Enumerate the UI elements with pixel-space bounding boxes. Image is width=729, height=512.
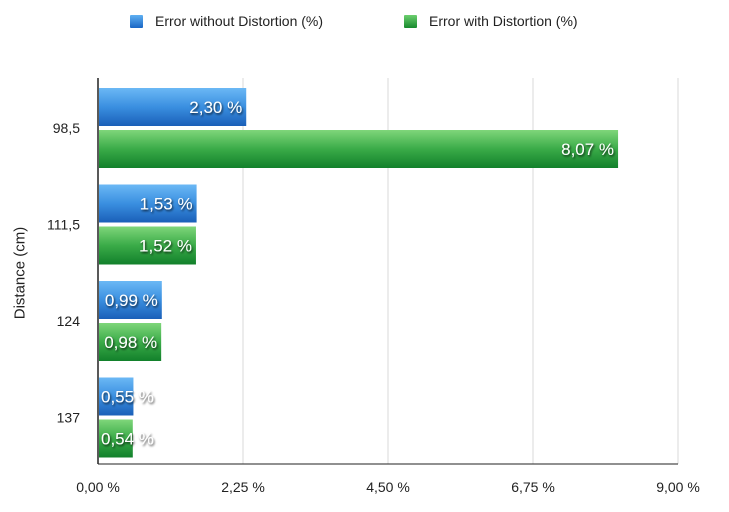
bar-without-distortion	[99, 88, 247, 126]
bar-with-distortion	[99, 226, 196, 265]
legend-swatch-without	[130, 14, 143, 28]
bar-with-distortion	[99, 130, 619, 168]
bar-value-label: 2,30 %	[189, 98, 242, 117]
bar-value-label: 0,98 %	[104, 333, 157, 352]
legend-label-with: Error with Distortion (%)	[429, 13, 578, 29]
x-tick-label: 6,75 %	[511, 479, 555, 495]
bar-with-distortion	[99, 419, 133, 458]
y-tick-label: 137	[57, 410, 81, 426]
x-tick-label: 4,50 %	[366, 479, 410, 495]
x-tick-label: 2,25 %	[221, 479, 265, 495]
bar-value-label: 1,52 %	[139, 237, 192, 256]
bar-value-label: 0,55 %	[101, 388, 154, 407]
y-tick-label: 98,5	[53, 120, 80, 136]
legend-swatch-with	[404, 14, 417, 28]
y-tick-label: 124	[57, 313, 81, 329]
legend-item-with: Error with Distortion (%)	[404, 11, 578, 31]
legend-label-without: Error without Distortion (%)	[155, 13, 324, 29]
bar-value-label: 8,07 %	[561, 140, 614, 159]
bar-value-label: 0,99 %	[105, 291, 158, 310]
bar-value-label: 0,54 %	[101, 430, 154, 449]
bar-labels: 2,30 % 8,07 % 1,53 % 1,52 % 0,99 % 0,98 % 0,55…	[101, 98, 614, 449]
bar-without-distortion	[99, 377, 134, 416]
y-tick-label: 111,5	[47, 217, 80, 233]
bar-without-distortion	[99, 281, 162, 319]
x-tick-label: 9,00 %	[656, 479, 700, 495]
axes: 0,00 % 2,25 % 4,50 % 6,75 % 9,00 % 98,5 111,5 1…	[47, 78, 700, 495]
bar-value-label: 1,53 %	[140, 195, 193, 214]
bar-with-distortion	[99, 323, 162, 361]
bar-without-distortion	[99, 184, 197, 223]
bars	[99, 88, 619, 458]
legend-item-without: Error without Distortion (%)	[130, 11, 323, 31]
x-tick-label: 0,00 %	[76, 479, 120, 495]
